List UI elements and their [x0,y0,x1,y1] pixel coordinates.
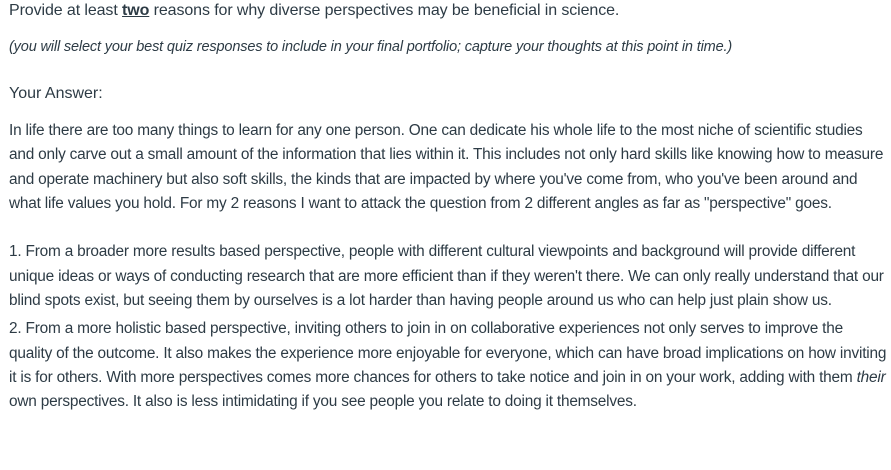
answer-paragraph-3-after: own perspectives. It also is less intimi… [9,393,637,411]
question-suffix: reasons for why diverse perspectives may… [149,2,620,19]
question-prefix: Provide at least [9,2,123,19]
answer-paragraph-1: In life there are too many things to lea… [9,122,884,212]
answer-paragraph-3: 2. From a more holistic based perspectiv… [9,317,889,414]
answer-paragraph-3-emphasis: their [856,368,886,386]
answer-paragraph-3-before: 2. From a more holistic based perspectiv… [9,320,887,386]
question-emphasis: two [122,2,150,19]
question-note: (you will select your best quiz response… [9,39,733,55]
answer-paragraph-2: 1. From a broader more results based per… [9,243,884,310]
answer-body: In life there are too many things to lea… [9,119,889,415]
answer-label: Your Answer: [9,85,103,102]
question-prompt: Provide at least two reasons for why div… [9,1,619,21]
